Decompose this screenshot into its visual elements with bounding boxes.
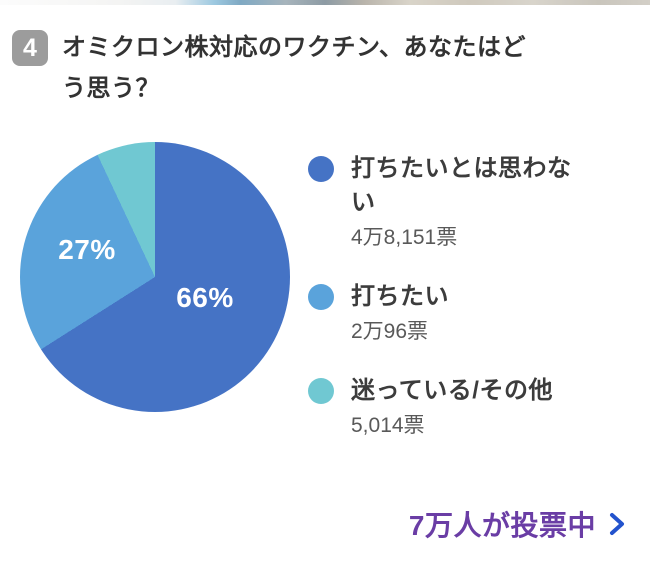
chevron-right-icon <box>610 513 624 535</box>
legend-votes: 5,014票 <box>351 414 425 437</box>
pie-percent-label-majority: 66% <box>176 282 234 313</box>
question-number-badge: 4 <box>12 30 48 66</box>
vote-count-label: 7万人が投票中 <box>408 510 596 541</box>
vote-count-link[interactable]: 7万人が投票中 <box>409 504 628 544</box>
legend-dot-icon <box>308 378 334 404</box>
legend: 打ちたいとは思わない 4万8,151票 打ちたい 2万96票 迷っている/その他… <box>308 152 642 468</box>
legend-item: 打ちたいとは思わない 4万8,151票 <box>308 152 642 251</box>
poll-header: 4 オミクロン株対応のワクチン、あなたはどう思う？ <box>12 30 536 109</box>
pie-chart: 66% 27% <box>20 142 290 412</box>
legend-votes: 4万8,151票 <box>351 226 458 249</box>
legend-label: 打ちたい <box>351 283 449 310</box>
photo-strip <box>0 0 650 5</box>
legend-dot-icon <box>308 284 334 310</box>
pie-percent-label-second: 27% <box>58 234 116 265</box>
legend-dot-icon <box>308 156 334 182</box>
poll-question-title: オミクロン株対応のワクチン、あなたはどう思う？ <box>62 34 527 102</box>
legend-item: 打ちたい 2万96票 <box>308 280 642 345</box>
legend-text: 打ちたい 2万96票 <box>351 280 449 345</box>
legend-text: 打ちたいとは思わない 4万8,151票 <box>351 152 593 251</box>
legend-label: 迷っている/その他 <box>351 377 553 404</box>
legend-item: 迷っている/その他 5,014票 <box>308 374 642 439</box>
legend-label: 打ちたいとは思わない <box>351 155 572 216</box>
legend-votes: 2万96票 <box>351 320 429 343</box>
legend-text: 迷っている/その他 5,014票 <box>351 374 553 439</box>
